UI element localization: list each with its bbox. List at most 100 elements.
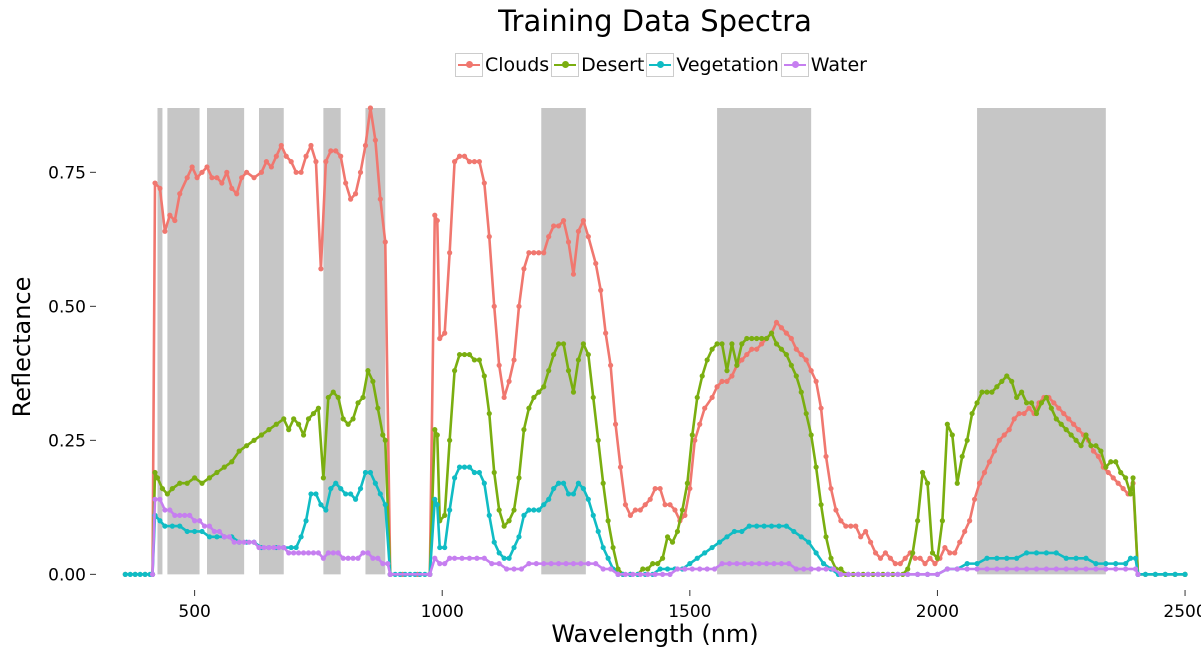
desert-point (1078, 443, 1084, 449)
clouds-point (603, 330, 609, 336)
clouds-point (1115, 480, 1121, 486)
clouds-point (496, 362, 502, 368)
clouds-point (897, 561, 903, 567)
desert-point (521, 427, 527, 433)
vegetation-point (768, 523, 775, 529)
desert-point (1127, 491, 1134, 497)
desert-point (531, 394, 537, 401)
vegetation-point (1152, 571, 1158, 577)
vegetation-point (1113, 561, 1119, 567)
vegetation-point (541, 502, 547, 508)
vegetation-point (177, 523, 183, 529)
water-point (149, 571, 156, 577)
clouds-point (323, 159, 329, 165)
clouds-point (308, 142, 314, 149)
vegetation-point (994, 555, 1000, 561)
water-point (286, 550, 292, 556)
shaded-band-7 (541, 108, 586, 575)
water-point (1103, 566, 1109, 572)
water-point (1083, 566, 1089, 572)
vegetation-point (132, 571, 138, 577)
water-point (459, 555, 465, 561)
clouds-point (204, 164, 210, 170)
clouds-point (692, 437, 698, 443)
clouds-point (863, 528, 869, 535)
clouds-point (224, 169, 230, 175)
water-point (895, 571, 901, 577)
desert-point (236, 448, 242, 454)
vegetation-point (1073, 555, 1079, 561)
desert-point (964, 437, 970, 443)
desert-point (360, 394, 366, 401)
clouds-point (922, 561, 928, 567)
vegetation-point (570, 491, 577, 497)
y-tick-label: 0.25 (48, 431, 86, 451)
desert-point (773, 341, 780, 347)
y-axis-label: Reflectance (8, 277, 36, 418)
desert-point (729, 341, 735, 347)
desert-point (585, 351, 591, 358)
vegetation-point (1132, 555, 1139, 561)
water-point (615, 571, 621, 577)
legend-label-clouds: Clouds (485, 54, 550, 76)
desert-point (305, 416, 312, 422)
vegetation-point (531, 507, 537, 513)
shaded-band-1 (157, 108, 163, 575)
vegetation-point (820, 561, 827, 567)
desert-point (330, 389, 336, 395)
water-point (296, 550, 302, 556)
vegetation-point (783, 523, 790, 529)
vegetation-point (813, 550, 819, 556)
clouds-point (773, 319, 780, 326)
vegetation-point (964, 561, 970, 567)
desert-point (152, 469, 158, 476)
clouds-point (687, 485, 693, 492)
clouds-point (172, 217, 178, 224)
vegetation-point (560, 480, 567, 486)
desert-point (910, 550, 916, 556)
clouds-point (541, 250, 547, 256)
vegetation-point (984, 555, 990, 561)
water-point (211, 528, 218, 535)
clouds-point (724, 378, 730, 384)
desert-point (640, 566, 646, 572)
water-point (637, 571, 643, 577)
desert-point (984, 389, 990, 395)
water-point (793, 566, 799, 572)
water-point (645, 571, 651, 577)
desert-point (615, 566, 621, 572)
desert-point (273, 421, 279, 427)
clouds-point (892, 561, 898, 567)
clouds-point (996, 437, 1002, 443)
clouds-point (258, 169, 265, 175)
desert-point (659, 555, 666, 561)
vegetation-point (491, 539, 497, 545)
clouds-point (971, 496, 978, 502)
water-point (1023, 566, 1030, 572)
clouds-point (546, 234, 552, 240)
water-point (300, 550, 307, 556)
desert-point (496, 507, 502, 513)
clouds-point (927, 555, 933, 561)
desert-point (1073, 437, 1079, 443)
clouds-point (377, 196, 383, 202)
desert-point (281, 416, 287, 422)
water-point (652, 571, 658, 577)
clouds-point (338, 153, 344, 159)
clouds-point (942, 544, 948, 551)
clouds-point (1110, 475, 1116, 481)
x-tick-label: 500 (178, 602, 210, 622)
x-tick-label: 1000 (421, 602, 464, 622)
vegetation-point (605, 555, 611, 561)
clouds-point (293, 169, 299, 175)
vegetation-point (798, 534, 804, 540)
water-point (541, 561, 547, 567)
water-point (518, 566, 525, 572)
water-point (548, 561, 554, 567)
water-point (934, 571, 941, 577)
vegetation-point (206, 534, 213, 540)
desert-point (719, 341, 725, 347)
desert-point (580, 341, 586, 347)
clouds-point (833, 507, 839, 513)
vegetation-point (1063, 555, 1069, 561)
